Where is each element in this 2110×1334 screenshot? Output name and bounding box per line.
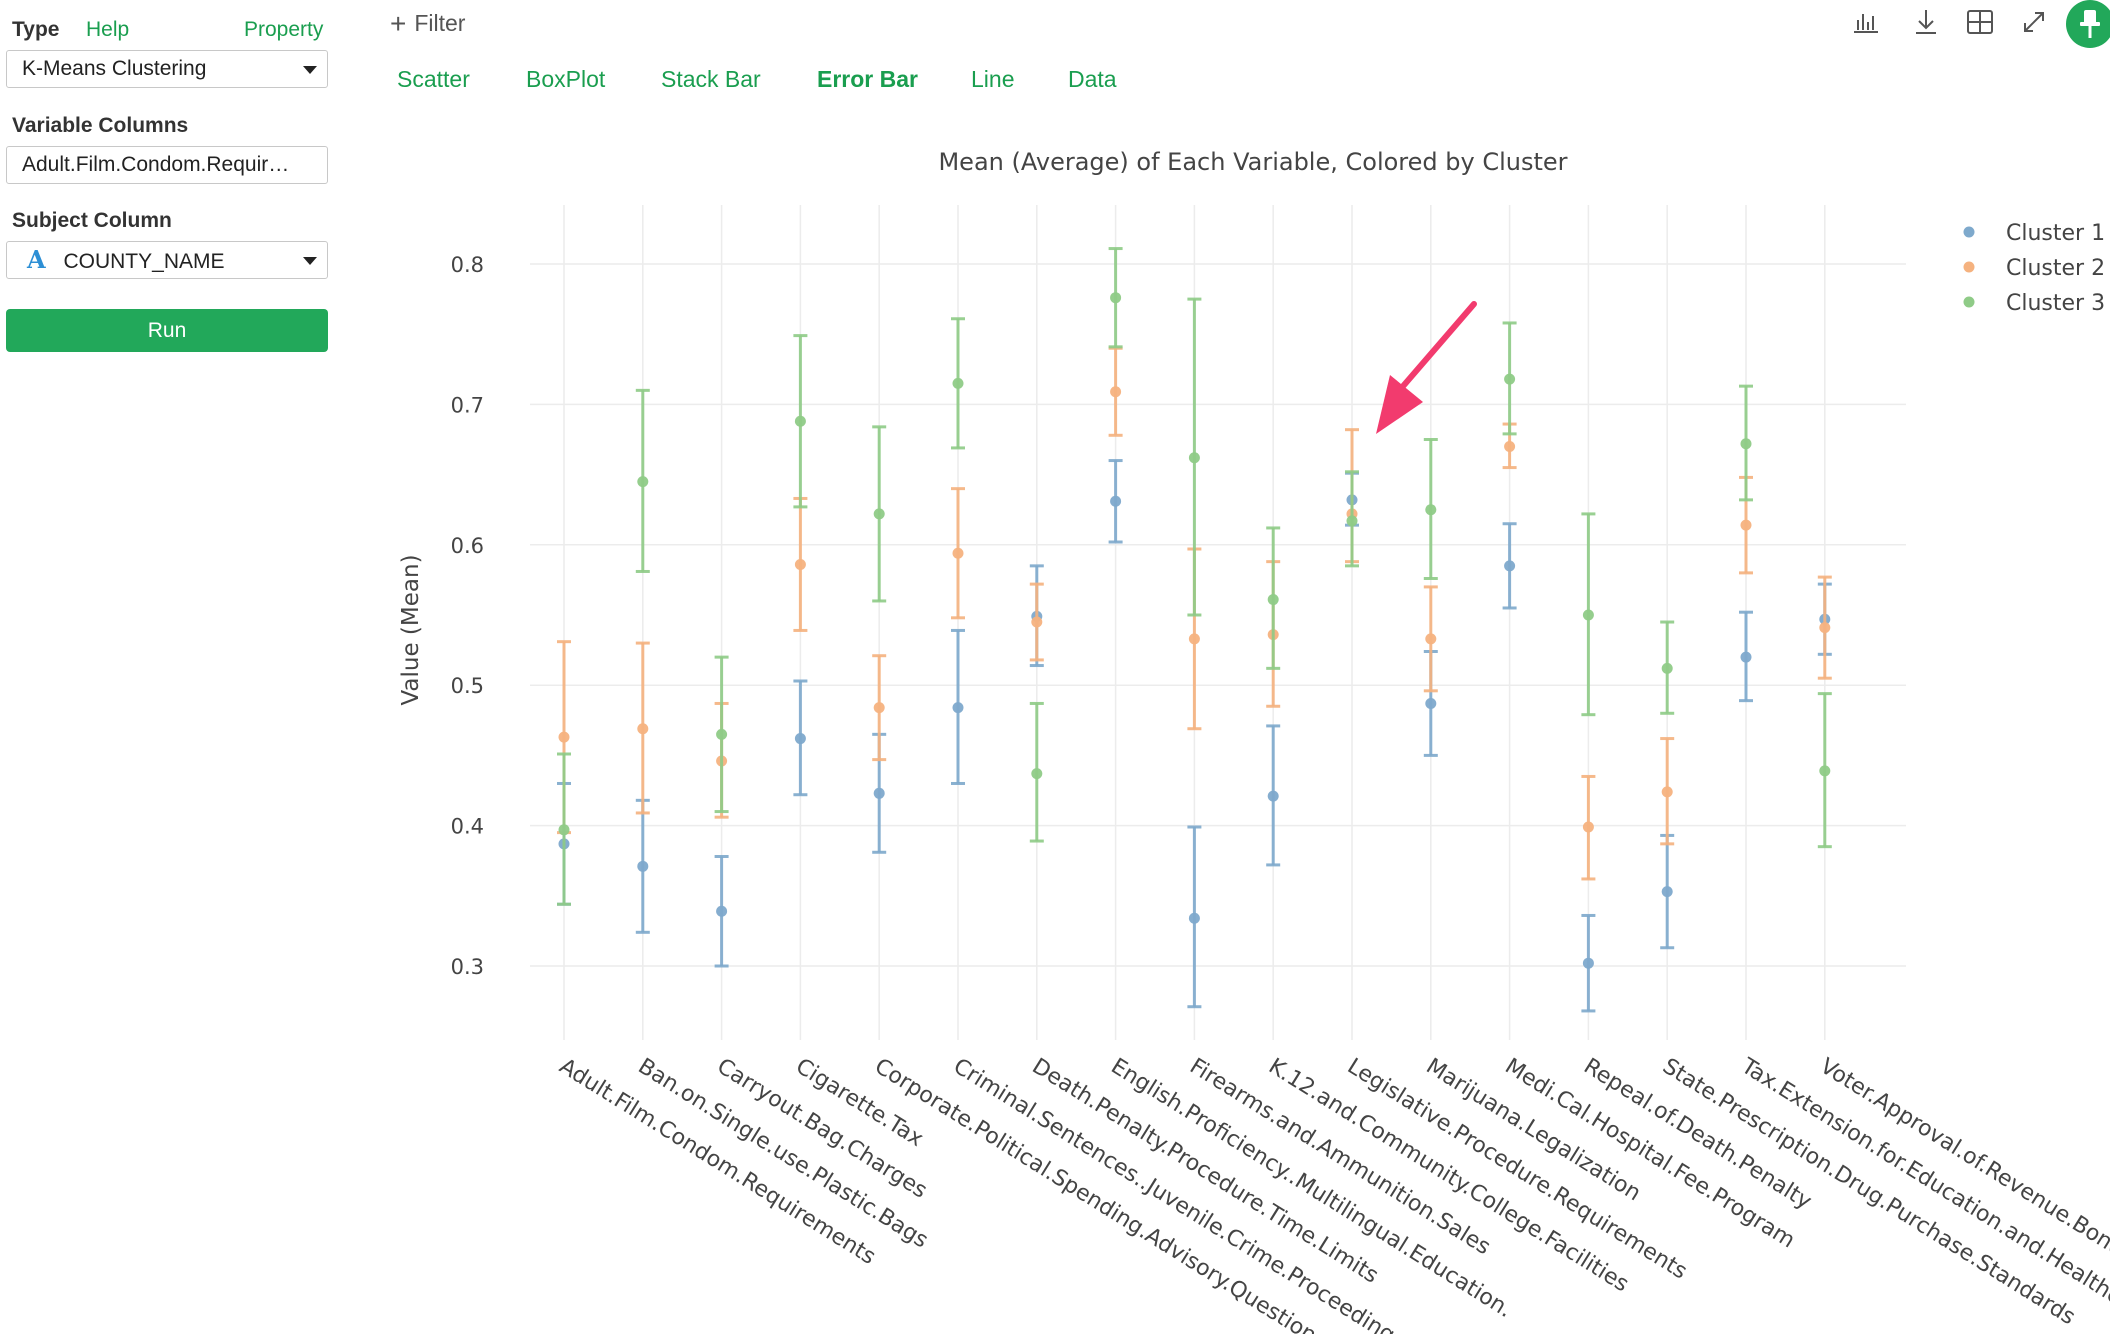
- table-icon[interactable]: [1962, 4, 1998, 40]
- y-tick-label: 0.4: [451, 815, 484, 839]
- mean-point: [873, 702, 885, 714]
- legend-label: Cluster 2: [2006, 256, 2105, 281]
- mean-point: [1504, 441, 1516, 453]
- tab-data[interactable]: Data: [1068, 66, 1117, 92]
- mean-point: [1110, 495, 1122, 507]
- subject-column-select[interactable]: A COUNTY_NAME: [6, 241, 328, 279]
- mean-point: [1267, 790, 1279, 802]
- type-select[interactable]: K-Means Clustering: [6, 50, 328, 88]
- mean-point: [1504, 373, 1516, 385]
- download-icon[interactable]: [1908, 4, 1944, 40]
- mean-point: [873, 787, 885, 799]
- mean-point: [1740, 519, 1752, 531]
- mean-point: [794, 558, 806, 570]
- y-tick-label: 0.6: [451, 534, 484, 558]
- legend-marker: [1963, 226, 1975, 238]
- mean-point: [637, 476, 649, 488]
- mean-point: [1582, 821, 1594, 833]
- mean-point: [1267, 594, 1279, 606]
- mean-point: [952, 377, 964, 389]
- y-tick-label: 0.3: [451, 955, 484, 979]
- mean-point: [716, 728, 728, 740]
- mean-point: [1031, 768, 1043, 780]
- mean-point: [794, 733, 806, 745]
- variable-columns-label: Variable Columns: [12, 114, 189, 137]
- mean-point: [873, 508, 885, 520]
- type-select-value: K-Means Clustering: [22, 57, 207, 80]
- mean-point: [1110, 386, 1122, 398]
- mean-point: [794, 415, 806, 427]
- mean-point: [1740, 651, 1752, 663]
- mean-point: [1740, 438, 1752, 450]
- chart-marks: [557, 247, 1832, 1013]
- pin-button[interactable]: [2066, 0, 2110, 48]
- mean-point: [1582, 609, 1594, 621]
- mean-point: [1425, 697, 1437, 709]
- y-tick-label: 0.5: [451, 674, 484, 698]
- tab-stack-bar[interactable]: Stack Bar: [661, 66, 761, 92]
- mean-point: [1582, 957, 1594, 969]
- series-3: [557, 247, 1832, 906]
- mean-point: [716, 905, 728, 917]
- mean-point: [1425, 633, 1437, 645]
- mean-point: [1188, 912, 1200, 924]
- tab-line[interactable]: Line: [971, 66, 1015, 92]
- filter-label: Filter: [414, 10, 466, 36]
- bar-chart-icon[interactable]: [1848, 4, 1884, 40]
- legend[interactable]: Cluster 1 Cluster 2 Cluster 3: [1963, 221, 2106, 316]
- variable-columns-field[interactable]: Adult.Film.Condom.Requir…: [6, 146, 328, 184]
- y-tick-label: 0.8: [451, 253, 484, 277]
- mean-point: [1346, 515, 1358, 527]
- mean-point: [637, 723, 649, 735]
- mean-point: [1425, 504, 1437, 516]
- string-type-icon: A: [27, 245, 46, 274]
- chart-title: Mean (Average) of Each Variable, Colored…: [938, 148, 1567, 176]
- filter-button[interactable]: + Filter: [390, 6, 466, 39]
- subject-column-value: COUNTY_NAME: [63, 250, 225, 273]
- mean-point: [952, 702, 964, 714]
- mean-point: [1819, 765, 1831, 777]
- legend-label: Cluster 3: [2006, 291, 2105, 316]
- mean-point: [1031, 616, 1043, 628]
- y-axis-label: Value (Mean): [398, 554, 424, 705]
- mean-point: [1661, 886, 1673, 898]
- mean-point: [1188, 452, 1200, 464]
- expand-icon[interactable]: [2016, 4, 2052, 40]
- subject-column-label: Subject Column: [12, 209, 172, 232]
- mean-point: [558, 731, 570, 743]
- mean-point: [952, 547, 964, 559]
- annotation-arrow-icon: [1376, 301, 1477, 434]
- mean-point: [558, 824, 570, 836]
- tab-scatter[interactable]: Scatter: [397, 66, 470, 92]
- legend-marker: [1963, 296, 1975, 308]
- plus-icon: +: [390, 8, 407, 39]
- help-link[interactable]: Help: [86, 18, 130, 41]
- legend-marker: [1963, 261, 1975, 273]
- mean-point: [1661, 786, 1673, 798]
- grid: 0.30.40.50.60.70.8Adult.Film.Condom.Requ…: [451, 205, 2110, 1334]
- pin-icon: [2080, 10, 2100, 38]
- tab-error-bar[interactable]: Error Bar: [817, 66, 918, 92]
- run-button[interactable]: Run: [6, 309, 328, 352]
- mean-point: [637, 860, 649, 872]
- chevron-down-icon: [303, 66, 317, 74]
- mean-point: [1661, 662, 1673, 674]
- property-link[interactable]: Property: [244, 18, 324, 41]
- mean-point: [1110, 292, 1122, 304]
- type-label: Type: [12, 18, 60, 41]
- mean-point: [1504, 560, 1516, 572]
- tab-boxplot[interactable]: BoxPlot: [526, 66, 606, 92]
- chevron-down-icon: [303, 257, 317, 265]
- mean-point: [1819, 622, 1831, 634]
- mean-point: [1188, 633, 1200, 645]
- legend-label: Cluster 1: [2006, 221, 2105, 246]
- y-tick-label: 0.7: [451, 393, 484, 417]
